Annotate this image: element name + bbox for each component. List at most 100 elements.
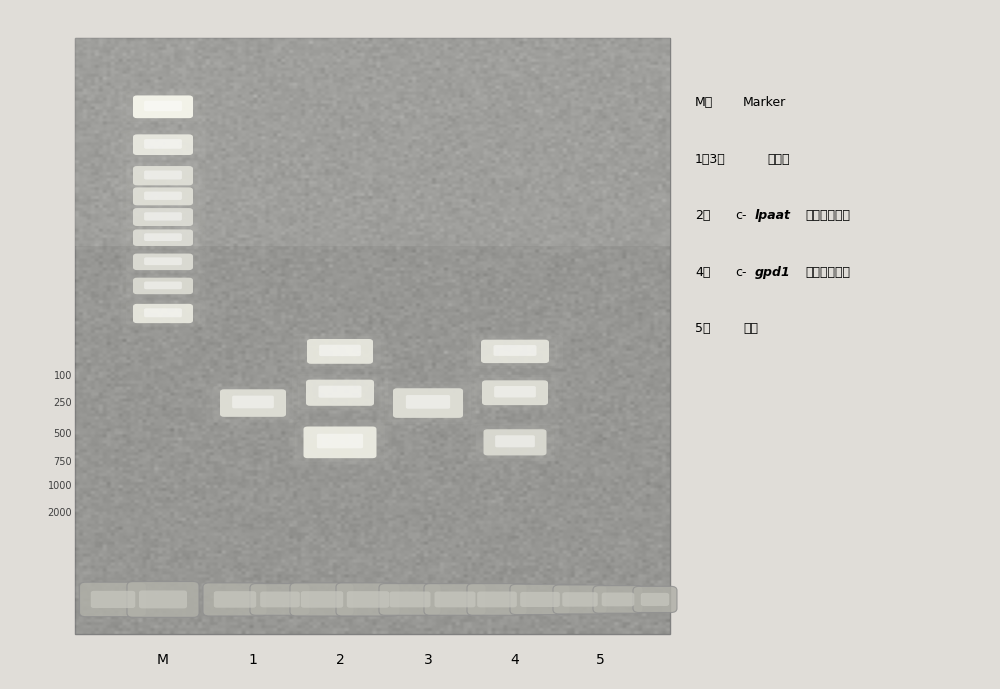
Text: 4: 4 [511, 653, 519, 667]
FancyBboxPatch shape [484, 429, 546, 455]
FancyBboxPatch shape [510, 584, 570, 615]
FancyBboxPatch shape [434, 591, 476, 608]
Text: 阴性: 阴性 [743, 322, 758, 336]
Text: 4：: 4： [695, 266, 710, 279]
FancyBboxPatch shape [317, 434, 363, 449]
FancyBboxPatch shape [406, 395, 450, 409]
FancyBboxPatch shape [127, 582, 199, 617]
Text: 3: 3 [424, 653, 432, 667]
FancyBboxPatch shape [121, 300, 205, 327]
Text: Marker: Marker [743, 96, 786, 110]
FancyBboxPatch shape [144, 170, 182, 179]
FancyBboxPatch shape [121, 90, 205, 123]
Text: 250: 250 [53, 398, 72, 408]
FancyBboxPatch shape [133, 134, 193, 155]
FancyBboxPatch shape [133, 304, 193, 323]
FancyBboxPatch shape [482, 380, 548, 405]
FancyBboxPatch shape [602, 593, 634, 606]
FancyBboxPatch shape [212, 386, 294, 420]
FancyBboxPatch shape [144, 101, 182, 111]
FancyBboxPatch shape [467, 335, 563, 368]
Text: 5：: 5： [695, 322, 710, 336]
FancyBboxPatch shape [553, 585, 607, 614]
FancyBboxPatch shape [318, 386, 362, 398]
FancyBboxPatch shape [250, 584, 310, 615]
FancyBboxPatch shape [468, 375, 562, 411]
FancyBboxPatch shape [641, 593, 669, 606]
Bar [75, 38, 670, 247]
FancyBboxPatch shape [126, 227, 200, 249]
FancyBboxPatch shape [133, 187, 193, 205]
Text: 1: 1 [249, 653, 257, 667]
FancyBboxPatch shape [304, 426, 376, 458]
FancyBboxPatch shape [292, 374, 388, 411]
FancyBboxPatch shape [474, 377, 556, 409]
FancyBboxPatch shape [126, 251, 200, 273]
FancyBboxPatch shape [477, 591, 517, 608]
FancyBboxPatch shape [347, 591, 389, 608]
FancyBboxPatch shape [126, 92, 200, 121]
Text: lpaat: lpaat [755, 209, 791, 223]
FancyBboxPatch shape [121, 226, 205, 249]
FancyBboxPatch shape [121, 183, 205, 209]
FancyBboxPatch shape [121, 204, 205, 230]
FancyBboxPatch shape [593, 586, 643, 613]
FancyBboxPatch shape [301, 591, 343, 608]
Text: 质粒图: 质粒图 [767, 153, 789, 166]
FancyBboxPatch shape [298, 376, 382, 409]
Text: M：: M： [695, 96, 713, 110]
FancyBboxPatch shape [133, 254, 193, 270]
FancyBboxPatch shape [495, 435, 535, 447]
FancyBboxPatch shape [126, 205, 200, 229]
Text: 目的片段酶切: 目的片段酶切 [805, 266, 850, 279]
FancyBboxPatch shape [389, 591, 430, 608]
FancyBboxPatch shape [91, 590, 135, 608]
FancyBboxPatch shape [260, 591, 300, 608]
FancyBboxPatch shape [144, 282, 182, 289]
FancyBboxPatch shape [293, 333, 387, 369]
FancyBboxPatch shape [385, 384, 471, 422]
FancyBboxPatch shape [144, 308, 182, 317]
FancyBboxPatch shape [126, 132, 200, 158]
Text: 目的片段酶切: 目的片段酶切 [805, 209, 850, 223]
FancyBboxPatch shape [121, 250, 205, 274]
FancyBboxPatch shape [494, 345, 536, 356]
FancyBboxPatch shape [133, 278, 193, 294]
Text: gpd1: gpd1 [755, 266, 791, 279]
FancyBboxPatch shape [290, 583, 354, 616]
FancyBboxPatch shape [206, 384, 300, 422]
FancyBboxPatch shape [424, 584, 486, 615]
Text: 500: 500 [54, 429, 72, 439]
Text: 2：: 2： [695, 209, 710, 223]
FancyBboxPatch shape [306, 380, 374, 406]
FancyBboxPatch shape [121, 130, 205, 159]
FancyBboxPatch shape [133, 95, 193, 119]
FancyBboxPatch shape [295, 422, 385, 462]
Text: 1000: 1000 [48, 481, 72, 491]
FancyBboxPatch shape [307, 339, 373, 364]
FancyBboxPatch shape [144, 192, 182, 200]
FancyBboxPatch shape [481, 340, 549, 363]
FancyBboxPatch shape [562, 593, 598, 607]
FancyBboxPatch shape [232, 395, 274, 409]
FancyBboxPatch shape [336, 583, 400, 616]
FancyBboxPatch shape [121, 162, 205, 189]
Text: 5: 5 [596, 653, 604, 667]
FancyBboxPatch shape [299, 336, 381, 367]
FancyBboxPatch shape [126, 275, 200, 297]
FancyBboxPatch shape [471, 424, 560, 461]
FancyBboxPatch shape [144, 258, 182, 265]
FancyBboxPatch shape [393, 389, 463, 418]
FancyBboxPatch shape [494, 386, 536, 398]
Text: M: M [157, 653, 169, 667]
FancyBboxPatch shape [379, 382, 477, 424]
FancyBboxPatch shape [126, 163, 200, 188]
Text: 2: 2 [336, 653, 344, 667]
FancyBboxPatch shape [133, 229, 193, 246]
FancyBboxPatch shape [121, 274, 205, 298]
Text: c-: c- [735, 266, 746, 279]
FancyBboxPatch shape [476, 426, 554, 459]
FancyBboxPatch shape [220, 389, 286, 417]
FancyBboxPatch shape [379, 584, 441, 615]
FancyBboxPatch shape [133, 166, 193, 185]
